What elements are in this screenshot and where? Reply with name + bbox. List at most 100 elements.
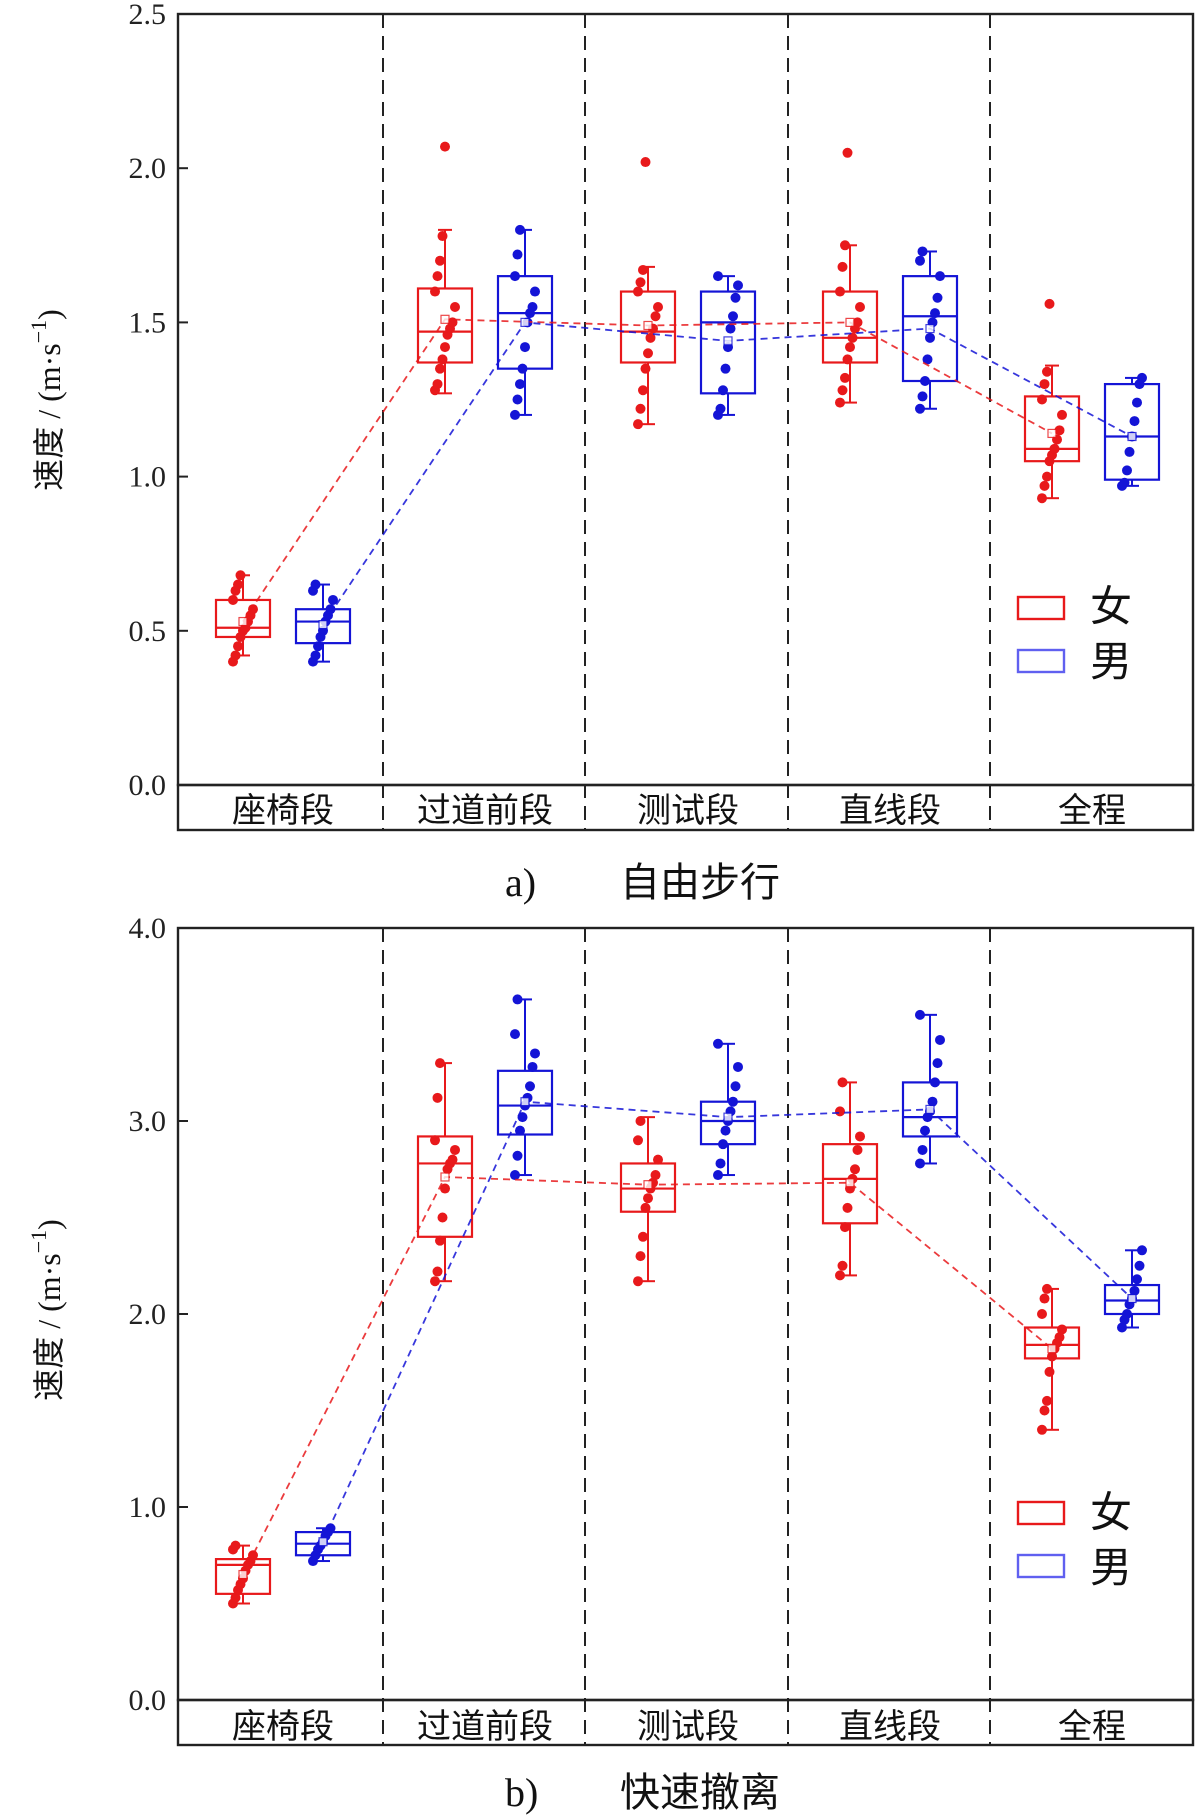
category-label: 过道前段 [417,1708,553,1746]
category-label: 直线段 [839,1708,941,1746]
y-tick-label: 4.0 [129,912,167,945]
data-point [530,1048,540,1059]
data-point [842,147,853,158]
data-point [653,1154,663,1165]
data-point [927,1096,938,1107]
y-tick-label: 2.0 [129,1298,167,1331]
data-point [233,641,243,652]
data-point [525,1081,535,1092]
data-point [450,301,460,312]
data-point [720,1125,731,1136]
data-point [248,1550,258,1561]
data-point [855,301,865,312]
y-tick-label: 0.0 [129,769,167,802]
data-point [932,1058,943,1069]
data-point [430,1276,440,1287]
data-point [230,650,241,661]
data-point [638,264,648,275]
data-point [310,650,321,661]
data-point [515,224,525,235]
data-point [728,311,738,322]
box-mean-marker [238,1569,248,1580]
data-point [1137,372,1147,383]
data-point [1124,446,1135,457]
data-point [915,255,925,266]
data-point [635,1116,646,1126]
data-point [720,363,731,374]
data-point [1042,366,1052,377]
data-point [930,1077,940,1088]
category-band-frame [176,783,1195,832]
box-mean-marker [1047,428,1057,439]
legend-female-label: 女 [1090,584,1132,631]
data-point [1129,416,1140,427]
y-axis-label: 速度 / (m·s−1) [26,1219,67,1401]
data-point [925,332,935,343]
data-point [840,372,850,383]
y-tick-label: 2.5 [129,0,167,31]
data-point [510,271,520,282]
box-mean-marker [440,1172,450,1182]
data-point [920,375,930,386]
data-point [842,354,853,365]
data-point [715,403,726,414]
legend-male-label: 男 [1090,1546,1132,1592]
data-point [228,594,238,605]
y-tick-label: 1.0 [129,461,167,494]
data-point [1132,397,1142,408]
data-point [1122,465,1132,476]
data-point [733,1061,743,1072]
data-point [837,1077,848,1088]
data-point [435,1058,445,1069]
y-tick-label: 0.5 [129,615,167,648]
legend-female-swatch [1016,1500,1066,1526]
data-point [432,1092,443,1103]
box-mean-marker [440,314,450,324]
data-point [930,308,940,319]
category-label: 座椅段 [232,792,334,830]
data-point [447,1154,458,1165]
data-point [713,1170,723,1181]
data-point [437,231,448,242]
data-point [835,397,845,408]
data-point [835,1106,845,1117]
data-point [1037,493,1047,504]
data-point [847,332,858,343]
category-label: 全程 [1058,792,1126,830]
data-point [435,363,445,374]
caption-label: a) [505,860,536,905]
box-mean-marker [318,1537,328,1547]
data-point [837,385,848,396]
box-mean-marker [318,620,328,630]
data-point [920,1125,930,1136]
data-point [633,1276,643,1287]
box-mean-marker [723,1112,733,1122]
data-point [638,385,648,396]
data-point [640,1202,651,1213]
box-iqr [821,1143,879,1225]
legend-male-swatch [1016,1553,1066,1579]
data-point [1044,298,1055,309]
data-point [440,141,450,152]
data-point [845,342,855,353]
data-point [730,292,741,303]
data-point [635,277,646,288]
legend-male-swatch [1016,648,1066,674]
category-label: 过道前段 [417,792,553,830]
data-point [310,579,321,590]
data-point [1129,1285,1140,1296]
caption-label: b) [505,1770,538,1815]
data-point [510,409,520,420]
data-point [1057,409,1067,420]
data-point [842,1202,853,1213]
data-point [837,1260,848,1271]
y-tick-label: 3.0 [129,1105,167,1138]
data-point [713,1038,723,1049]
legend: 女 男 [1016,1490,1132,1592]
box-mean-marker [845,317,855,327]
data-point [450,1144,460,1155]
data-point [517,363,528,374]
data-point [643,348,653,359]
category-label: 直线段 [839,792,941,830]
data-point [1039,1293,1050,1304]
